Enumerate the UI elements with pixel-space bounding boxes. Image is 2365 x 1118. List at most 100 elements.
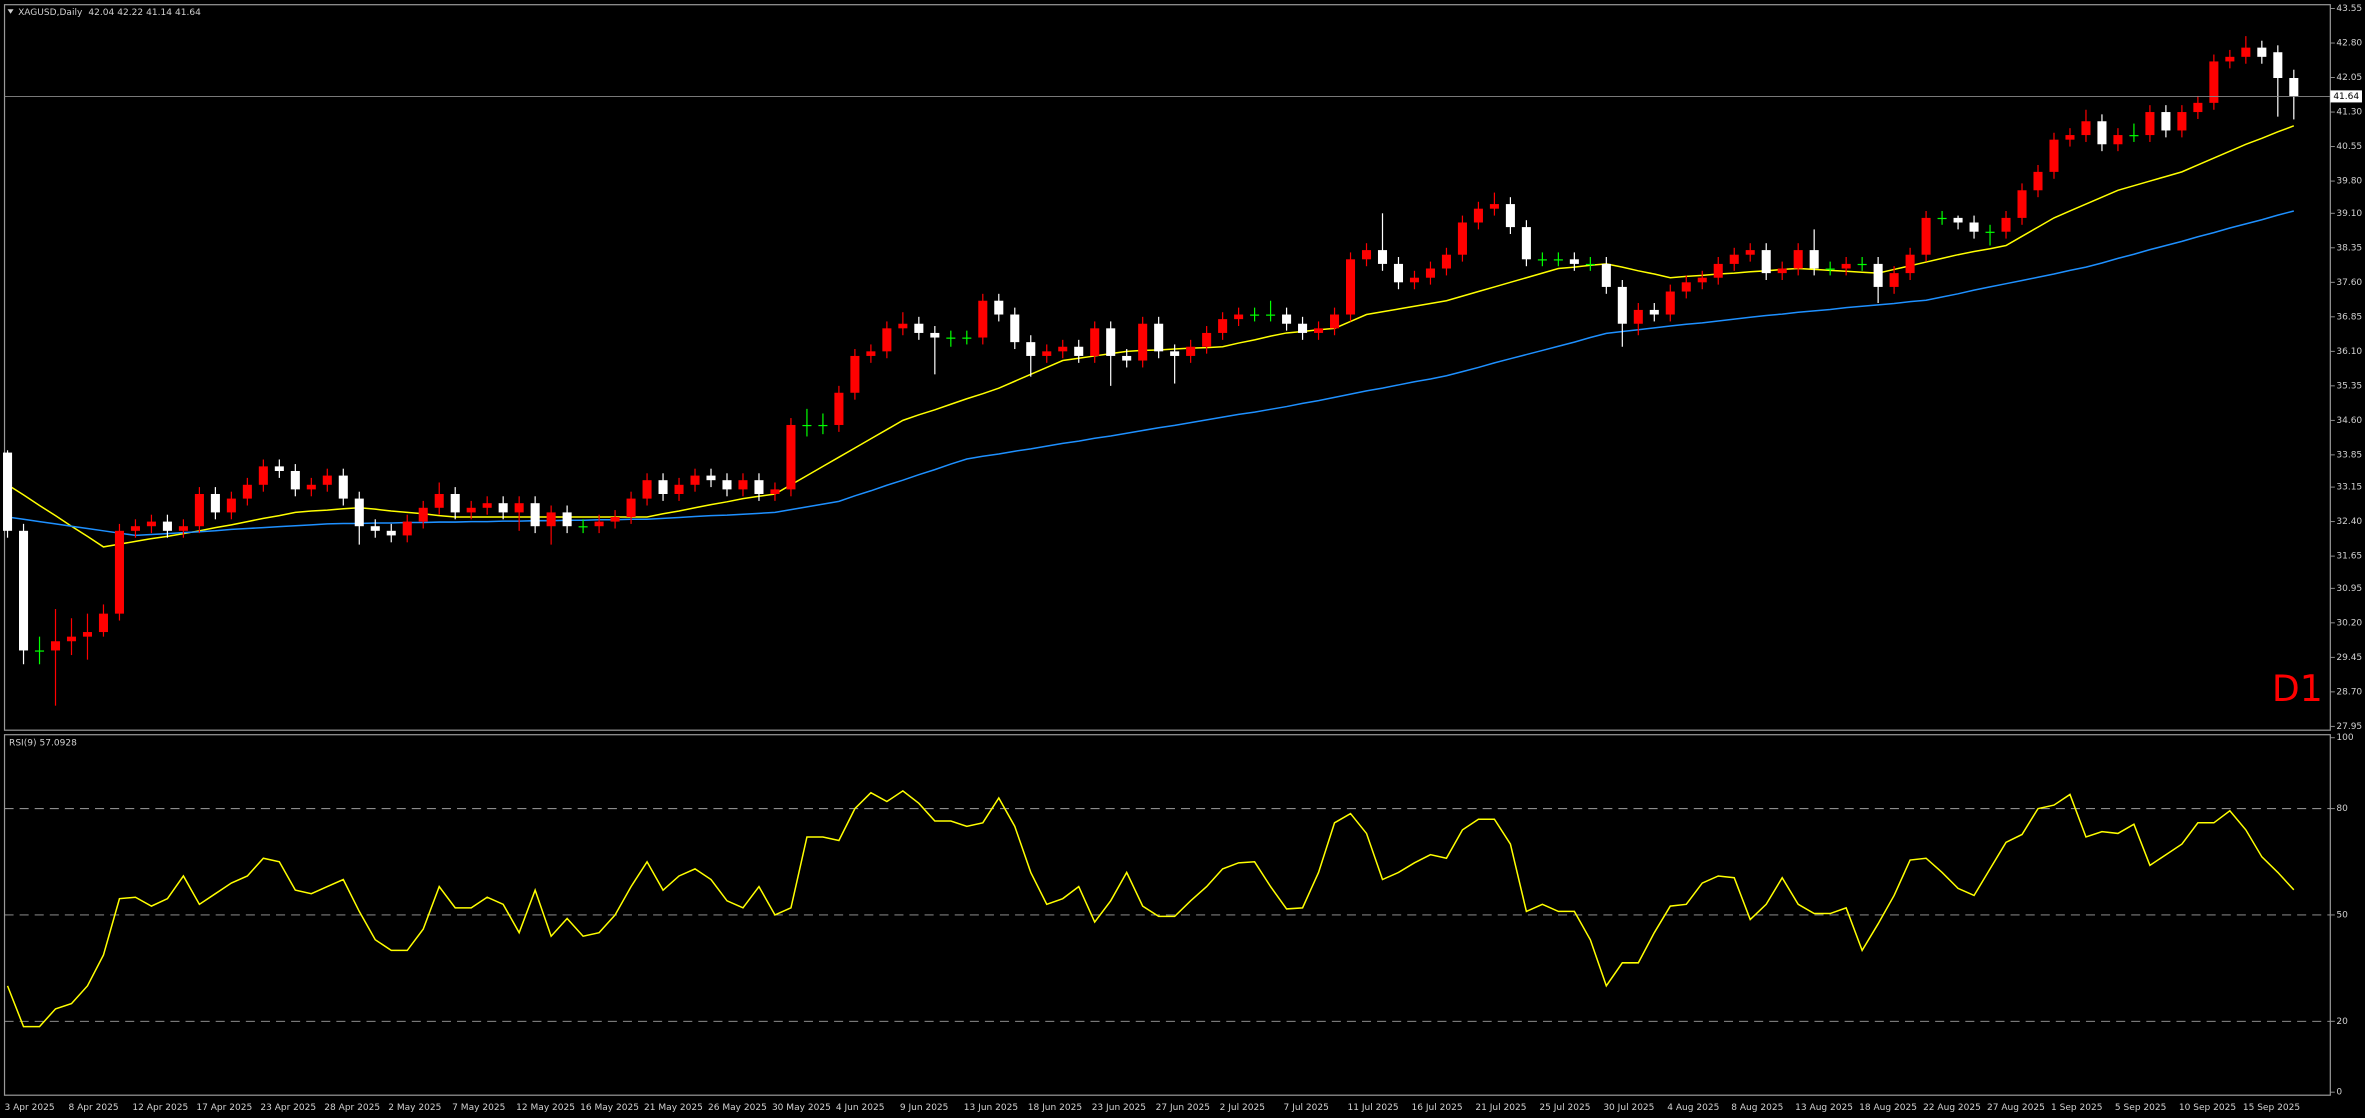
candle-body: [1345, 259, 1356, 315]
candle-body: [1921, 217, 1931, 255]
current-price-box: [2330, 90, 2362, 103]
candle-body: [1841, 263, 1851, 269]
candle-body: [1457, 222, 1467, 255]
candle-body: [1793, 250, 1803, 269]
candle-body: [1537, 259, 1547, 261]
candle-body: [642, 480, 652, 499]
x-tick-label: 7 May 2025: [452, 1103, 505, 1113]
x-tick-label: 22 Aug 2025: [1923, 1103, 1981, 1113]
candle-body: [1138, 323, 1148, 361]
candle-body: [1745, 250, 1755, 255]
y-tick-label: 36.10: [2336, 347, 2362, 357]
candle-body: [2177, 112, 2187, 131]
candle-body: [1393, 263, 1404, 283]
candle-body: [114, 530, 124, 614]
x-tick-label: 27 Aug 2025: [1987, 1103, 2045, 1113]
candle-body: [1905, 254, 1915, 274]
candle-body: [882, 328, 892, 352]
candle-body: [706, 475, 716, 481]
candle-body: [1889, 273, 1899, 287]
x-tick-label: 16 Jul 2025: [1411, 1103, 1462, 1113]
candle-body: [19, 530, 29, 651]
candle-body: [2081, 121, 2091, 136]
candle-body: [562, 512, 572, 527]
y-tick-label: 30.20: [2336, 618, 2362, 628]
x-tick-label: 30 Jul 2025: [1603, 1103, 1654, 1113]
x-tick-label: 11 Jul 2025: [1348, 1103, 1399, 1113]
candle-body: [1729, 254, 1739, 264]
candle-body: [98, 613, 108, 633]
candle-body: [2161, 112, 2171, 131]
candle-body: [594, 521, 604, 527]
candle-body: [1761, 250, 1771, 274]
candle-body: [962, 337, 972, 339]
y-tick-label: 33.85: [2336, 450, 2362, 460]
x-tick-label: 26 May 2025: [708, 1103, 767, 1113]
x-tick-label: 12 May 2025: [516, 1103, 575, 1113]
y-tick-label: 38.35: [2336, 243, 2362, 253]
candle-body: [1361, 250, 1372, 260]
candle-body: [2017, 190, 2027, 218]
candle-body: [1857, 263, 1867, 266]
candle-body: [834, 392, 844, 425]
candle-body: [722, 480, 732, 490]
last-open: 42.04: [88, 8, 114, 18]
candle-body: [1058, 346, 1068, 352]
candle-body: [1106, 328, 1116, 356]
y-tick-label: 0: [2336, 1088, 2342, 1098]
x-tick-label: 21 May 2025: [644, 1103, 703, 1113]
y-tick-label: 30.95: [2336, 584, 2362, 594]
candle-body: [1937, 217, 1947, 220]
candle-body: [2289, 77, 2299, 97]
candle-body: [2209, 61, 2219, 103]
candle-body: [130, 526, 140, 531]
candle-body: [626, 498, 636, 518]
price-panel-frame: [3, 4, 2331, 731]
x-tick-label: 4 Aug 2025: [1667, 1103, 1719, 1113]
rsi-line: [6, 789, 2295, 1028]
candle-body: [146, 521, 156, 527]
candle-body: [2257, 47, 2267, 57]
candle-body: [194, 493, 204, 527]
x-tick-label: 18 Jun 2025: [1028, 1103, 1082, 1113]
menu-arrow: [7, 9, 14, 14]
candle-body: [1425, 268, 1435, 278]
candle-body: [386, 530, 396, 536]
candle-body: [418, 507, 428, 522]
timeframe-label: D1: [2272, 667, 2323, 710]
candle-body: [3, 452, 13, 531]
x-tick-label: 5 Sep 2025: [2115, 1103, 2167, 1113]
x-tick-label: 16 May 2025: [580, 1103, 639, 1113]
candle-body: [466, 507, 476, 513]
candle-body: [1377, 250, 1388, 264]
last-close: 41.64: [175, 8, 201, 18]
candle-body: [1090, 328, 1100, 356]
y-tick-label: 80: [2336, 804, 2348, 814]
y-tick-label: 20: [2336, 1017, 2348, 1027]
candle-body: [2097, 121, 2107, 145]
candle-body: [802, 424, 812, 427]
candle-body: [994, 300, 1004, 315]
x-tick-label: 13 Aug 2025: [1795, 1103, 1853, 1113]
y-tick-label: 27.95: [2336, 722, 2362, 732]
x-tick-label: 23 Apr 2025: [260, 1103, 316, 1113]
candle-body: [2129, 135, 2139, 137]
y-tick-label: 39.80: [2336, 177, 2362, 187]
candle-body: [2033, 171, 2043, 191]
candle-body: [1330, 314, 1340, 329]
x-tick-label: 1 Sep 2025: [2051, 1103, 2103, 1113]
candle-body: [1713, 263, 1723, 278]
y-tick-label: 33.15: [2336, 483, 2362, 493]
candle-body: [1010, 314, 1020, 343]
symbol: XAGUSD,Daily: [18, 8, 83, 18]
candle-body: [738, 480, 748, 490]
x-tick-label: 27 Jun 2025: [1156, 1103, 1210, 1113]
x-tick-label: 2 Jul 2025: [1220, 1103, 1265, 1113]
y-tick-label: 31.65: [2336, 552, 2362, 562]
candle-body: [946, 337, 956, 339]
candle-body: [178, 526, 188, 531]
candle-body: [82, 632, 93, 637]
x-tick-label: 30 May 2025: [772, 1103, 831, 1113]
y-tick-label: 32.40: [2336, 517, 2362, 527]
